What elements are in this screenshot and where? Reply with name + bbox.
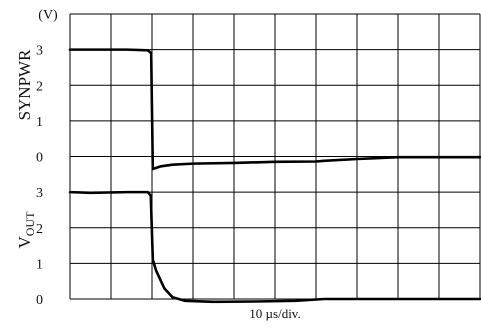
y-tick-label: 3 <box>36 44 43 59</box>
y-tick-label: 1 <box>36 115 43 130</box>
x-axis-label: 10 µs/div. <box>249 306 300 321</box>
y-tick-label: 0 <box>36 293 43 308</box>
y-tick-label: 0 <box>36 151 43 166</box>
y-tick-label: 2 <box>36 222 43 237</box>
y-axis-label-vout: VOUT <box>15 211 37 249</box>
y-tick-label: 1 <box>36 257 43 272</box>
vout-trace <box>68 190 481 304</box>
y-tick-labels: 3 2 1 0 3 2 1 0 <box>36 44 43 308</box>
y-tick-label: 2 <box>36 79 43 94</box>
y-axis-label-vout-main: V <box>15 235 34 248</box>
synpwr-trace <box>68 48 481 171</box>
unit-label: (V) <box>38 8 58 23</box>
traces <box>68 48 481 304</box>
grid <box>69 13 481 300</box>
y-tick-label: 3 <box>36 186 43 201</box>
y-axis-label-vout-subscript: OUT <box>23 211 37 236</box>
y-axis-label-synpwr: SYNPWR <box>15 49 34 121</box>
